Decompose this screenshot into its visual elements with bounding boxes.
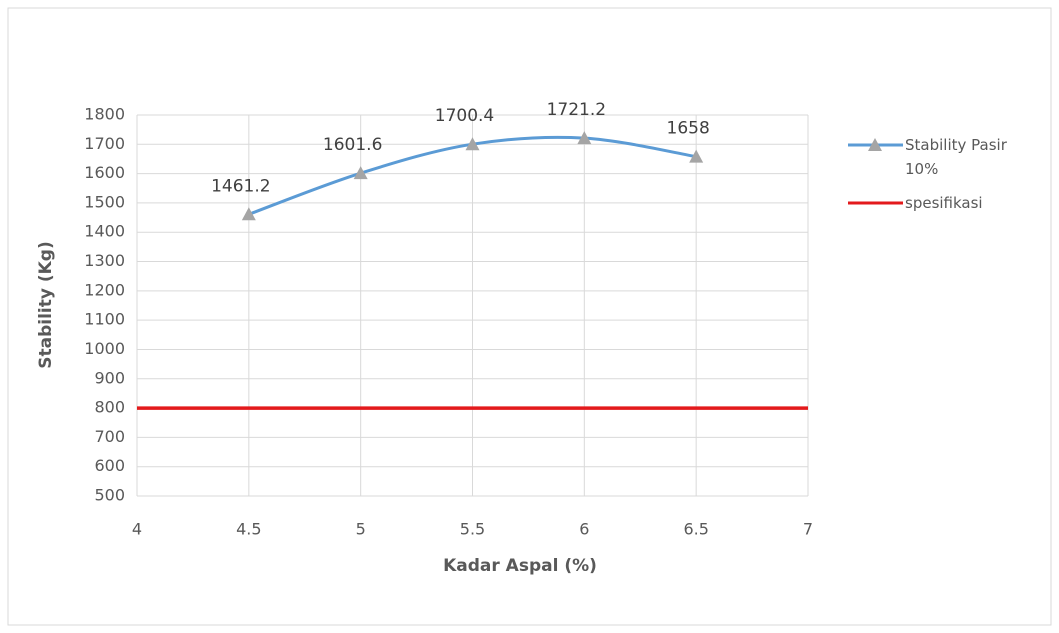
y-tick-label: 1800 xyxy=(84,105,125,124)
y-tick-label: 1400 xyxy=(84,222,125,241)
y-tick-label: 700 xyxy=(94,427,125,446)
legend-label: Stability Pasir 10% xyxy=(905,133,1015,181)
y-tick-label: 600 xyxy=(94,456,125,475)
y-axis-title: Stability (Kg) xyxy=(36,241,56,369)
chart-border xyxy=(8,8,1051,625)
y-tick-label: 1200 xyxy=(84,280,125,299)
y-tick-label: 800 xyxy=(94,398,125,417)
y-tick-label: 1500 xyxy=(84,192,125,211)
x-tick-label: 6.5 xyxy=(683,520,708,539)
chart: Kadar Aspal (%) Stability (Kg) 500 600 700… xyxy=(0,0,1059,633)
y-tick-label: 1700 xyxy=(84,134,125,153)
data-label: 1601.6 xyxy=(323,135,382,155)
data-label: 1700.4 xyxy=(435,106,494,126)
x-tick-label: 6 xyxy=(579,520,589,539)
y-tick-label: 900 xyxy=(94,368,125,387)
y-tick-label: 1000 xyxy=(84,339,125,358)
x-tick-label: 4 xyxy=(132,520,142,539)
x-tick-label: 5 xyxy=(356,520,366,539)
page: Kadar Aspal (%) Stability (Kg) 500 600 700… xyxy=(0,0,1059,633)
data-label: 1721.2 xyxy=(547,100,606,120)
x-tick-label: 4.5 xyxy=(236,520,261,539)
y-tick-label: 1300 xyxy=(84,251,125,270)
y-tick-label: 1100 xyxy=(84,310,125,329)
x-axis-title: Kadar Aspal (%) xyxy=(443,556,597,576)
x-tick-label: 5.5 xyxy=(460,520,485,539)
y-tick-label: 1600 xyxy=(84,163,125,182)
y-tick-label: 500 xyxy=(94,486,125,505)
data-label: 1658 xyxy=(667,119,710,139)
x-tick-label: 7 xyxy=(803,520,813,539)
data-label: 1461.2 xyxy=(211,176,270,196)
legend-label: spesifikasi xyxy=(905,191,1015,215)
